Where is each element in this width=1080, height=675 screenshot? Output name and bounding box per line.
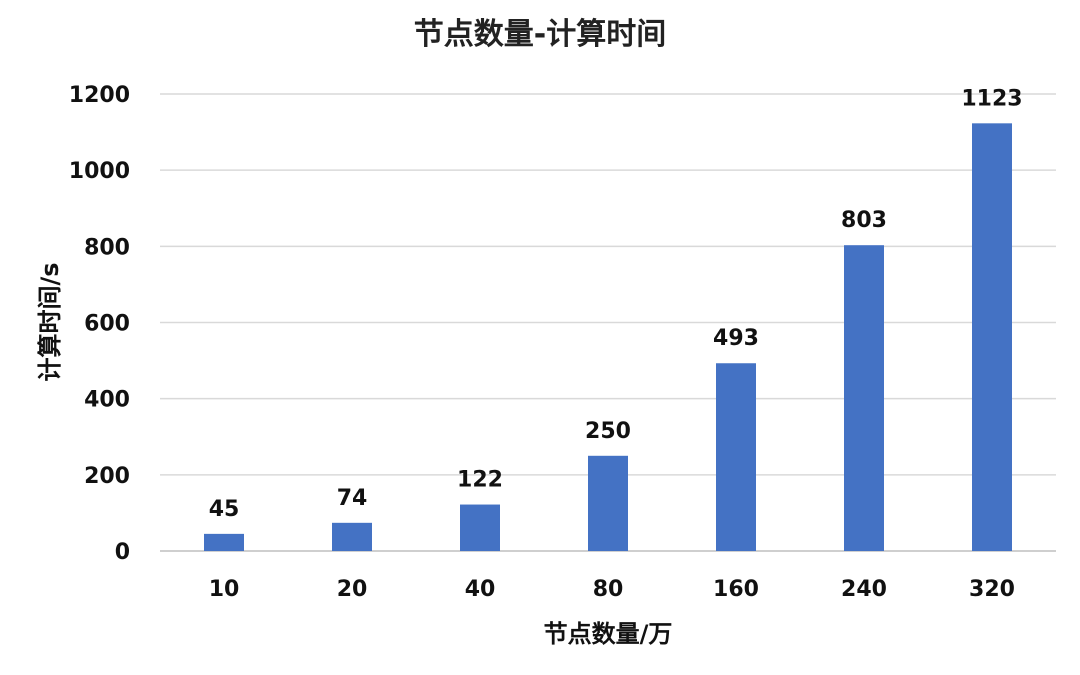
x-tick-label: 20 — [337, 577, 368, 602]
bars — [204, 123, 1012, 552]
gridlines — [160, 93, 1056, 552]
x-tick-label: 40 — [465, 577, 496, 602]
bar-value-label: 74 — [337, 486, 368, 511]
x-tick-label: 80 — [593, 577, 624, 602]
y-tick-label: 1200 — [69, 83, 130, 108]
y-tick-label: 200 — [84, 464, 130, 489]
chart-title: 节点数量-计算时间 — [414, 17, 666, 52]
bar — [716, 363, 756, 551]
x-tick-label: 320 — [969, 577, 1015, 602]
bar — [844, 245, 884, 551]
bar-value-label: 250 — [585, 419, 631, 444]
data-labels: 45 74 122 250 493 803 1123 — [209, 86, 1023, 522]
x-axis-ticks: 10 20 40 80 160 240 320 — [209, 577, 1015, 602]
y-tick-label: 1000 — [69, 159, 130, 184]
x-tick-label: 160 — [713, 577, 759, 602]
y-tick-label: 800 — [84, 235, 130, 260]
x-axis-title: 节点数量/万 — [544, 620, 673, 648]
bar — [332, 522, 372, 551]
y-tick-label: 600 — [84, 312, 130, 337]
x-tick-label: 240 — [841, 577, 887, 602]
bar-value-label: 803 — [841, 208, 887, 233]
x-tick-label: 10 — [209, 577, 240, 602]
y-axis-ticks: 0 200 400 600 800 1000 1200 — [69, 83, 130, 565]
bar — [204, 533, 244, 551]
bar-value-label: 1123 — [961, 86, 1022, 111]
bar-value-label: 122 — [457, 468, 503, 493]
bar — [588, 455, 628, 551]
y-tick-label: 400 — [84, 388, 130, 413]
bar — [972, 123, 1012, 552]
y-tick-label: 0 — [115, 540, 130, 565]
bar-value-label: 45 — [209, 497, 240, 522]
bar — [460, 504, 500, 551]
bar-value-label: 493 — [713, 326, 759, 351]
y-axis-title: 计算时间/s — [36, 262, 64, 381]
